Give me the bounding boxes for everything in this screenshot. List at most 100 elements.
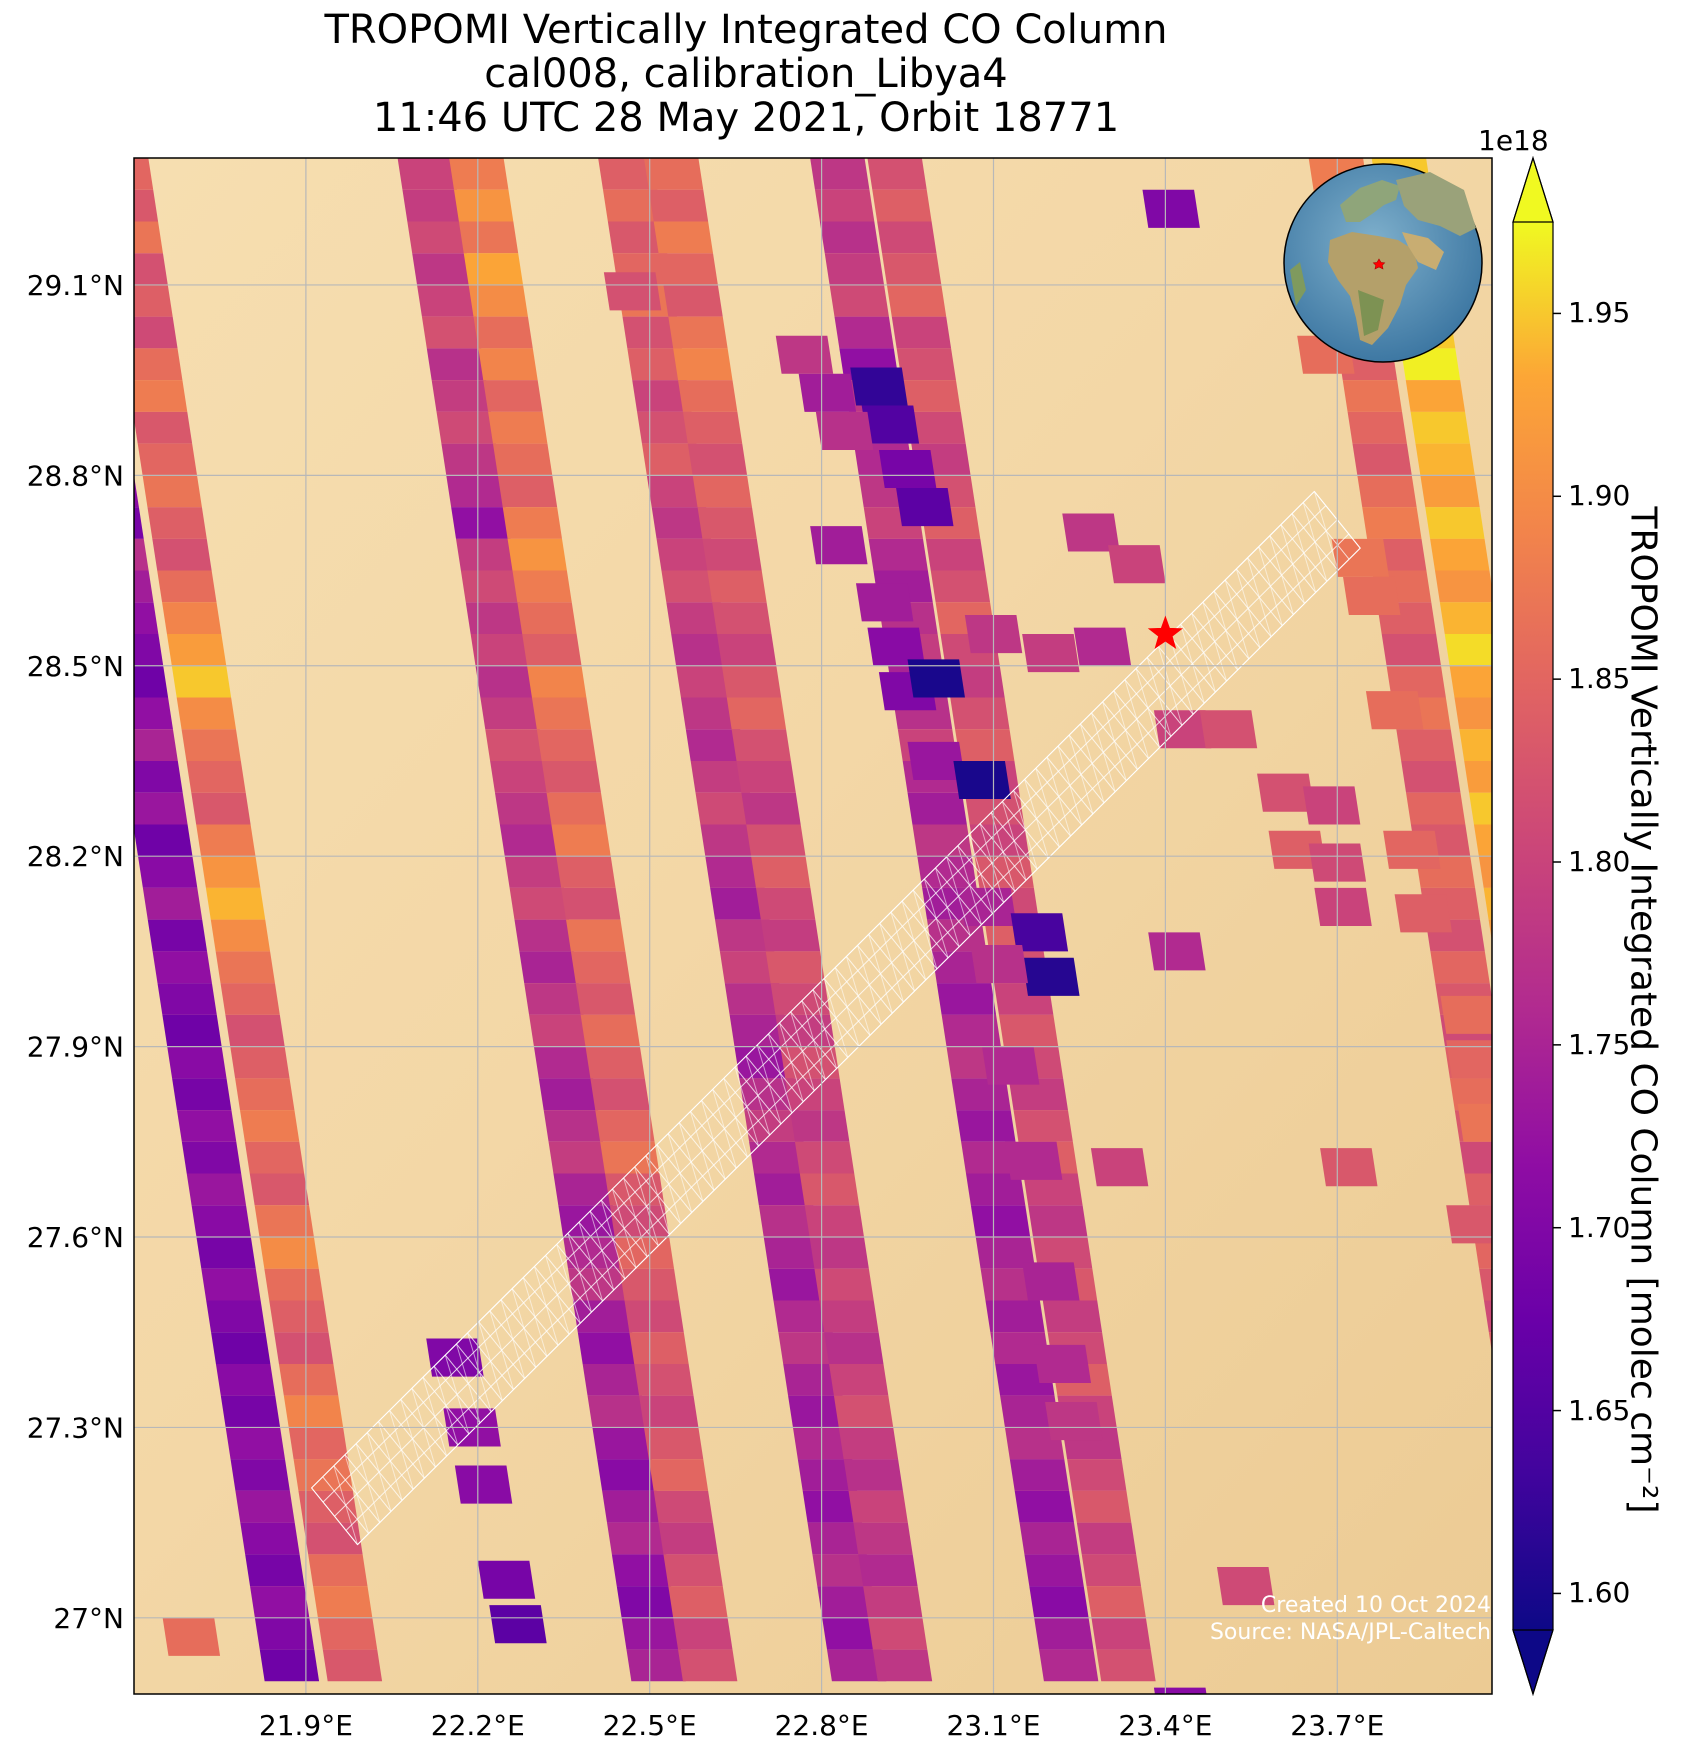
credit-source: Source: NASA/JPL-Caltech bbox=[1209, 1620, 1491, 1645]
strip-pixel bbox=[303, 1522, 363, 1555]
strip-pixel bbox=[308, 1554, 368, 1587]
lon-tick-label: 22.8°E bbox=[775, 1709, 869, 1742]
swath-hatch bbox=[611, 1188, 637, 1268]
strip-pixel bbox=[1076, 1522, 1137, 1555]
strip-pixel bbox=[785, 1078, 845, 1111]
co-pixel bbox=[1022, 634, 1080, 673]
strip-pixel bbox=[531, 697, 592, 730]
strip-pixel bbox=[485, 729, 545, 761]
strip-pixel bbox=[1444, 634, 1492, 666]
colorbar-tick-label: 1.60 bbox=[1568, 1576, 1631, 1610]
strip-pixel bbox=[201, 856, 261, 888]
strip-pixel bbox=[917, 856, 977, 888]
co-pixel bbox=[1383, 830, 1441, 869]
strip-pixel bbox=[1454, 697, 1492, 730]
strip-pixel bbox=[1386, 665, 1446, 698]
strip-pixel bbox=[912, 824, 972, 857]
strip-pixel bbox=[682, 411, 743, 444]
strip-pixel bbox=[134, 697, 173, 730]
strip-pixel bbox=[556, 856, 616, 888]
swath-hatch bbox=[511, 1288, 537, 1368]
strip-pixel bbox=[809, 1237, 869, 1269]
co-pixel bbox=[1320, 1148, 1378, 1187]
co-pixel bbox=[1302, 786, 1361, 825]
swath-hatch bbox=[1191, 613, 1216, 693]
strip-pixel bbox=[566, 919, 626, 952]
strip-pixel bbox=[1086, 1586, 1146, 1618]
co-pixel bbox=[1394, 894, 1453, 933]
strip-pixel bbox=[731, 729, 791, 761]
strip-pixel bbox=[955, 729, 1015, 761]
inset-globe bbox=[1283, 163, 1483, 363]
strip-pixel bbox=[1024, 1554, 1084, 1587]
strip-pixel bbox=[1357, 475, 1417, 508]
strip-pixel bbox=[736, 760, 796, 793]
swath-hatch bbox=[689, 1111, 715, 1191]
strip-pixel bbox=[778, 1332, 838, 1364]
strip-pixel bbox=[673, 348, 733, 381]
strip-pixel bbox=[872, 1649, 933, 1682]
swath-hatch bbox=[500, 1299, 526, 1379]
strip-pixel bbox=[1581, 1523, 1640, 1555]
strip-pixel bbox=[717, 634, 777, 666]
lon-tick-label: 23.7°E bbox=[1290, 1709, 1384, 1742]
strip-pixel bbox=[519, 951, 579, 984]
co-pixel bbox=[867, 627, 925, 666]
strip-pixel bbox=[492, 443, 553, 476]
strip-pixel bbox=[695, 792, 755, 825]
strip-pixel bbox=[867, 158, 927, 190]
strip-pixel bbox=[186, 760, 246, 793]
colorbar-tick-label: 1.75 bbox=[1568, 1027, 1631, 1061]
strip-pixel bbox=[480, 697, 540, 730]
map-title: TROPOMI Vertically Integrated CO Column bbox=[324, 7, 1168, 53]
co-pixel bbox=[1446, 1040, 1492, 1079]
co-pixel bbox=[1365, 691, 1424, 730]
swath-hatch bbox=[935, 867, 960, 947]
strip-pixel bbox=[692, 475, 752, 508]
strip-pixel bbox=[936, 983, 997, 1015]
strip-pixel bbox=[157, 983, 217, 1015]
strip-pixel bbox=[648, 189, 709, 222]
strip-pixel bbox=[668, 1586, 728, 1618]
strip-pixel bbox=[152, 951, 212, 984]
strip-pixel bbox=[1342, 380, 1403, 412]
strip-pixel bbox=[833, 1395, 894, 1428]
strip-pixel bbox=[465, 602, 526, 635]
strip-pixel bbox=[572, 1300, 633, 1333]
lat-tick-label: 28.8°N bbox=[27, 459, 124, 492]
strip-pixel bbox=[580, 1014, 640, 1047]
swath-hatch bbox=[1157, 646, 1183, 726]
colorbar-tick-label: 1.85 bbox=[1568, 662, 1631, 696]
strip-pixel bbox=[162, 1014, 222, 1047]
strip-pixel bbox=[1008, 1078, 1068, 1111]
strip-pixel bbox=[621, 1617, 681, 1650]
swath-hatch bbox=[1169, 635, 1194, 715]
strip-pixel bbox=[134, 760, 183, 793]
strip-pixel bbox=[70, 412, 129, 444]
strip-pixel bbox=[1469, 792, 1492, 825]
strip-pixel bbox=[970, 1205, 1031, 1238]
strip-pixel bbox=[536, 729, 597, 761]
strip-pixel bbox=[240, 1522, 300, 1555]
strip-pixel bbox=[582, 1363, 642, 1396]
strip-pixel bbox=[134, 316, 178, 349]
strip-pixel bbox=[868, 1617, 928, 1650]
swath-hatch bbox=[1180, 624, 1205, 704]
swath-hatch bbox=[567, 1233, 592, 1313]
strip-pixel bbox=[176, 697, 236, 730]
strip-pixel bbox=[744, 1110, 804, 1142]
co-pixel bbox=[1010, 913, 1069, 952]
strip-pixel bbox=[1473, 824, 1492, 857]
strip-pixel bbox=[1396, 729, 1456, 761]
strip-pixel bbox=[558, 1205, 618, 1238]
swath-hatch bbox=[1046, 757, 1072, 837]
strip-pixel bbox=[470, 634, 530, 666]
lon-tick-labels: 21.9°E 22.2°E 22.5°E 22.8°E 23.1°E 23.4°E 23.7… bbox=[259, 1709, 1384, 1742]
strip-pixel bbox=[1023, 1173, 1083, 1206]
swath-hatch bbox=[333, 1465, 358, 1545]
strip-pixel bbox=[1019, 1522, 1079, 1555]
strip-pixel bbox=[658, 253, 718, 285]
strip-pixel bbox=[1014, 1490, 1074, 1523]
swath-hatch bbox=[857, 945, 882, 1025]
strip-pixel bbox=[134, 284, 173, 317]
